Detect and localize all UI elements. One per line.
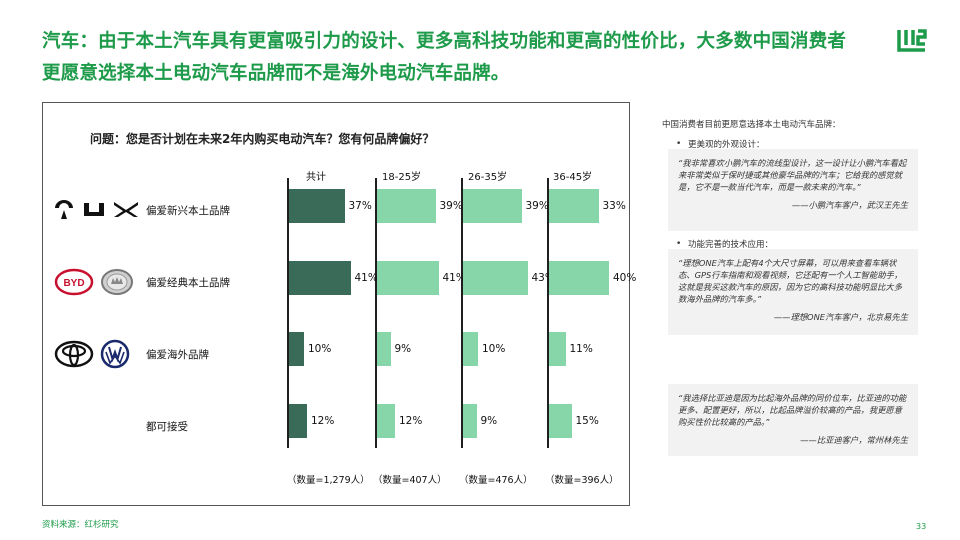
value-label-classic-domestic-36-45: 40% [613,272,637,284]
great-wall-logo [101,269,133,295]
page-title: 汽车：由于本土汽车具有更富吸引力的设计、更多高科技功能和更高的性价比，大多数中国… [42,31,847,84]
bar-any-18-25 [377,404,395,438]
quote-text: “我选择比亚迪是因为比起海外品牌的同价位车，比亚迪的功能更多、配置更好，所以，比… [678,393,907,427]
bar-emerging-domestic-26-35 [463,189,522,223]
value-label-emerging-domestic-total: 37% [348,200,372,212]
quote-attribution: ——理想ONE汽车客户，北京易先生 [773,312,908,322]
bar-any-36-45 [549,404,572,438]
value-label-foreign-26-35: 10% [482,343,506,355]
value-label-foreign-total: 10% [308,343,332,355]
quote-attribution: ——比亚迪客户，常州林先生 [800,435,908,445]
quote-text: “理想ONE汽车上配有4个大尺寸屏幕，可以用来查看车辆状态、GPS行车指南和观看… [678,258,903,304]
axis-line-total [287,178,289,448]
sample-count-18-25: （数量=407人） [373,475,447,486]
value-label-any-36-45: 15% [575,415,599,427]
quote-box-li-auto: “理想ONE汽车上配有4个大尺寸屏幕，可以用来查看车辆状态、GPS行车指南和观看… [668,249,918,335]
bar-foreign-total [289,332,304,366]
quote-box-byd: “我选择比亚迪是因为比起海外品牌的同价位车，比亚迪的功能更多、配置更好，所以，比… [668,384,918,456]
li-auto-logo [84,203,104,216]
bar-foreign-26-35 [463,332,478,366]
bar-any-26-35 [463,404,477,438]
row-label-foreign: 偏爱海外品牌 [146,349,209,361]
volkswagen-logo [100,339,130,369]
byd-logo-text: BYD [63,278,84,289]
toyota-logo [54,340,94,368]
quote-text: “我非常喜欢小鹏汽车的流线型设计，这一设计让小鹏汽车看起来非常类似于保时捷或其他… [678,158,907,192]
survey-question: 问题：您是否计划在未来2年内购买电动汽车？您有何品牌偏好？ [90,132,435,146]
bar-classic-domestic-18-25 [377,261,439,295]
bar-foreign-18-25 [377,332,391,366]
byd-logo: BYD [54,268,94,296]
bar-emerging-domestic-18-25 [377,189,436,223]
bullet-icon: • [676,139,682,149]
column-header-26-35: 26-35岁 [468,172,508,183]
sidebar-title: 中国消费者目前更愿意选择本土电动汽车品牌： [662,120,841,130]
column-header-18-25: 18-25岁 [382,172,422,183]
page-number: 33 [916,522,927,531]
value-label-emerging-domestic-36-45: 33% [602,200,626,212]
bar-emerging-domestic-36-45 [549,189,599,223]
bar-classic-domestic-36-45 [549,261,609,295]
sample-count-36-45: （数量=396人） [545,475,619,486]
bar-classic-domestic-total [289,261,351,295]
sidebar-heading-design: 更美观的外观设计： [688,140,765,150]
value-label-foreign-18-25: 9% [394,343,412,355]
axis-line-18-25 [375,178,377,448]
quote-attribution: ——小鹏汽车客户，武汉王先生 [791,200,908,210]
value-label-emerging-domestic-26-35: 39% [525,200,549,212]
axis-line-26-35 [461,178,463,448]
sample-count-26-35: （数量=476人） [459,475,533,486]
bar-foreign-36-45 [549,332,566,366]
bar-classic-domestic-26-35 [463,261,528,295]
value-label-classic-domestic-total: 41% [354,272,378,284]
value-label-foreign-36-45: 11% [569,343,593,355]
quote-box-xpeng: “我非常喜欢小鹏汽车的流线型设计，这一设计让小鹏汽车看起来非常类似于保时捷或其他… [668,149,918,231]
company-logo [897,29,927,52]
sidebar-heading-tech: 功能完善的技术应用： [688,240,774,250]
column-header-total: 共计 [306,172,326,183]
value-label-any-total: 12% [311,415,335,427]
survey-panel [42,102,630,506]
nio-logo [55,200,73,219]
axis-line-36-45 [547,178,549,448]
source-note: 资料来源：红杉研究 [42,520,119,530]
value-label-any-26-35: 9% [480,415,498,427]
value-label-classic-domestic-18-25: 41% [442,272,466,284]
sample-count-total: （数量=1,279人） [287,475,370,486]
xpeng-logo [114,202,138,217]
bullet-icon: • [676,239,682,249]
bar-any-total [289,404,307,438]
value-label-emerging-domestic-18-25: 39% [439,200,463,212]
column-header-36-45: 36-45岁 [553,172,593,183]
row-label-any: 都可接受 [146,421,188,433]
row-label-emerging-domestic: 偏爱新兴本土品牌 [146,205,230,217]
row-label-classic-domestic: 偏爱经典本土品牌 [146,277,230,289]
value-label-any-18-25: 12% [399,415,423,427]
bar-emerging-domestic-total [289,189,345,223]
